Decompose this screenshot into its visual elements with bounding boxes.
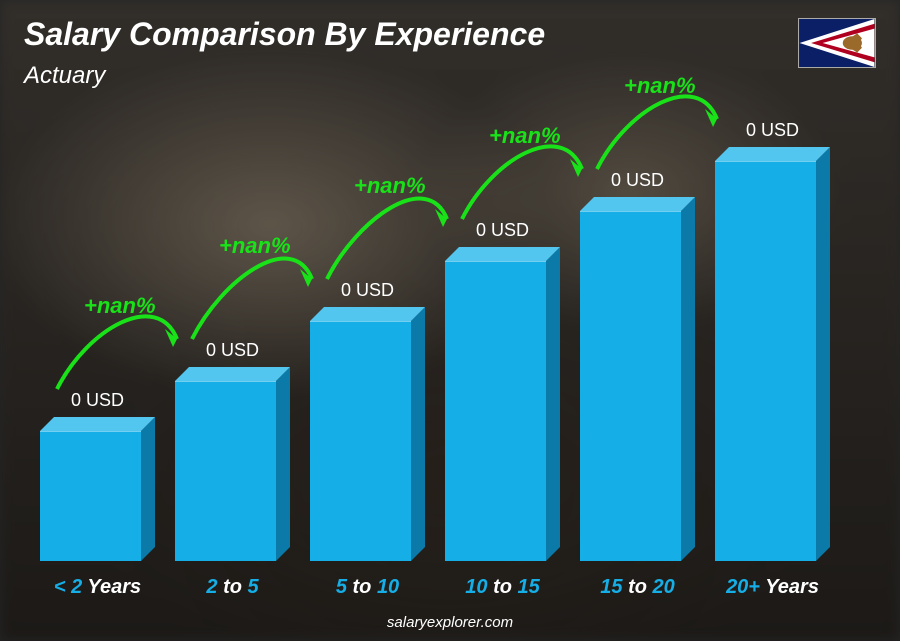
bar-top — [580, 197, 695, 211]
bar-side — [276, 367, 290, 561]
bar-increase-label: +nan% — [354, 173, 426, 199]
x-axis: < 2 Years2 to 55 to 1010 to 1515 to 2020… — [30, 576, 840, 599]
bar-front — [40, 431, 141, 561]
bar-value-label: 0 USD — [300, 280, 435, 301]
bar-slot: 0 USD+nan% — [570, 110, 705, 561]
x-axis-label: 10 to 15 — [435, 576, 570, 599]
x-axis-label: < 2 Years — [30, 576, 165, 599]
bar-front — [715, 161, 816, 561]
bar-slot: 0 USD — [30, 110, 165, 561]
bar-value-label: 0 USD — [435, 220, 570, 241]
bar-slot: 0 USD +nan% — [165, 110, 300, 561]
x-axis-label: 20+ Years — [705, 576, 840, 599]
bar-value-label: 0 USD — [570, 170, 705, 191]
bar-value-label: 0 USD — [165, 340, 300, 361]
bar — [175, 381, 290, 561]
page-subtitle: Actuary — [24, 62, 105, 90]
bar-increase-label: +nan% — [489, 123, 561, 149]
bar-slot: 0 USD+nan% — [705, 110, 840, 561]
bar-increase-label: +nan% — [624, 73, 696, 99]
flag-icon — [798, 18, 876, 68]
bar — [715, 161, 830, 561]
x-axis-label: 2 to 5 — [165, 576, 300, 599]
bar-side — [411, 307, 425, 561]
bar-top — [40, 417, 155, 431]
bar-side — [681, 197, 695, 561]
bar-top — [445, 247, 560, 261]
bar — [445, 261, 560, 561]
bar-front — [580, 211, 681, 561]
bar-increase-label: +nan% — [84, 293, 156, 319]
bar-slot: 0 USD +nan% — [435, 110, 570, 561]
x-axis-label: 15 to 20 — [570, 576, 705, 599]
infographic-stage: Salary Comparison By Experience Actuary … — [0, 0, 900, 641]
bar-side — [816, 147, 830, 561]
x-axis-label: 5 to 10 — [300, 576, 435, 599]
bar-increase-label: +nan% — [219, 233, 291, 259]
bar-top — [310, 307, 425, 321]
bar-chart: 0 USD 0 USD +nan% 0 USD +nan% 0 USD +nan% 0 USD… — [30, 110, 840, 561]
bar-front — [310, 321, 411, 561]
bar-value-label: 0 USD — [705, 120, 840, 141]
bar — [40, 431, 155, 561]
footer-attribution: salaryexplorer.com — [0, 614, 900, 631]
bar-front — [175, 381, 276, 561]
bar — [580, 211, 695, 561]
bar-side — [141, 417, 155, 561]
bar-top — [175, 367, 290, 381]
bar-value-label: 0 USD — [30, 390, 165, 411]
bar — [310, 321, 425, 561]
bar-side — [546, 247, 560, 561]
page-title: Salary Comparison By Experience — [24, 16, 545, 53]
bar-front — [445, 261, 546, 561]
bar-top — [715, 147, 830, 161]
